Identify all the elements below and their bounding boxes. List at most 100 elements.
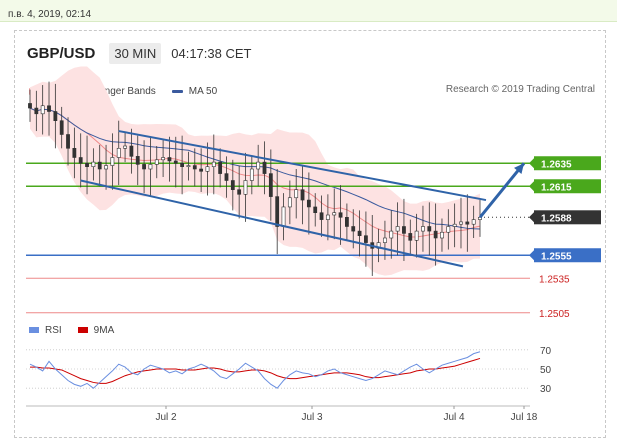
rsi-ma-line bbox=[30, 357, 481, 384]
resistance-level-tag[interactable] bbox=[534, 156, 601, 171]
candle-body bbox=[313, 206, 318, 213]
candle-body bbox=[154, 159, 159, 165]
candle-body bbox=[325, 214, 330, 220]
candle-body bbox=[294, 189, 299, 199]
candle-body bbox=[116, 148, 121, 158]
candle-body bbox=[459, 221, 463, 225]
candle-body bbox=[275, 196, 280, 227]
candle-body bbox=[389, 230, 394, 239]
candle-body bbox=[161, 157, 165, 161]
candle-body bbox=[306, 199, 311, 208]
candle-body bbox=[427, 226, 432, 232]
candle-body bbox=[218, 161, 223, 174]
rsi-legend: RSI 9MA bbox=[29, 323, 130, 337]
candle-body bbox=[408, 233, 413, 241]
x-axis-label: Jul 4 bbox=[443, 412, 465, 423]
candle-body bbox=[28, 103, 32, 109]
candle-body bbox=[262, 161, 267, 174]
resistance-level-label: 1.2635 bbox=[541, 159, 572, 170]
support-level-label: 1.2555 bbox=[541, 251, 572, 262]
candle-body bbox=[91, 161, 96, 168]
candle-body bbox=[332, 212, 337, 216]
candle-body bbox=[78, 157, 83, 164]
candle-body bbox=[224, 173, 229, 181]
instrument-title: GBP/USD bbox=[27, 44, 96, 62]
candle-body bbox=[281, 206, 286, 227]
forecast-arrow-shaft bbox=[478, 162, 526, 219]
target-level-label: 1.2535 bbox=[539, 274, 570, 285]
ma50-swatch bbox=[171, 89, 183, 93]
candle-body bbox=[167, 157, 172, 162]
candle-body bbox=[110, 157, 115, 166]
top-date-bar: п.в. 4, 2019, 02:14 bbox=[0, 0, 617, 22]
target-level-label: 1.2505 bbox=[539, 309, 570, 320]
rsi-level-label: 50 bbox=[540, 365, 552, 376]
candle-body bbox=[357, 230, 362, 237]
candle-body bbox=[351, 226, 356, 232]
candle-body bbox=[338, 212, 343, 218]
candle-body bbox=[256, 161, 261, 170]
candle-body bbox=[268, 173, 273, 197]
resistance-tag-pointer bbox=[529, 181, 534, 192]
candle-body bbox=[173, 160, 178, 164]
candle-body bbox=[237, 189, 242, 195]
candle-body bbox=[383, 237, 387, 243]
candle-body bbox=[142, 164, 146, 170]
candle-body bbox=[395, 226, 400, 232]
lower-channel-line bbox=[80, 179, 464, 268]
candle-body bbox=[249, 168, 254, 181]
candle-body bbox=[59, 120, 64, 135]
rsi-level-label: 70 bbox=[540, 346, 552, 357]
candle-body bbox=[345, 217, 349, 227]
x-axis-label: Jul 3 bbox=[301, 412, 323, 423]
pivot-level-label: 1.2588 bbox=[541, 213, 572, 224]
top-date-text: п.в. 4, 2019, 02:14 bbox=[8, 9, 92, 20]
candle-body bbox=[186, 165, 191, 168]
ma20-line bbox=[29, 107, 481, 238]
rsi-level-label: 30 bbox=[540, 384, 552, 395]
resistance-tag-pointer bbox=[529, 158, 534, 169]
candle-body bbox=[452, 223, 457, 227]
candle-body bbox=[199, 168, 204, 172]
chart-time: 04:17:38 CET bbox=[171, 45, 252, 61]
pivot-level-tag[interactable] bbox=[534, 210, 601, 225]
candle-body bbox=[440, 231, 444, 239]
rsi-line bbox=[29, 351, 481, 389]
copyright-text: Research © 2019 Trading Central bbox=[445, 84, 595, 95]
rsi-swatch bbox=[29, 327, 39, 333]
candle-body bbox=[53, 111, 58, 121]
candle-body bbox=[72, 148, 77, 158]
candle-body bbox=[66, 134, 70, 149]
candle-body bbox=[180, 162, 185, 167]
support-tag-pointer bbox=[529, 250, 534, 261]
x-axis-label: Jul 2 bbox=[155, 412, 177, 423]
candle-body bbox=[135, 156, 140, 165]
chart-header: GBP/USD 30 MIN 04:17:38 CET bbox=[27, 41, 251, 65]
candle-body bbox=[433, 230, 438, 239]
candle-body bbox=[85, 162, 89, 167]
candle-body bbox=[129, 145, 134, 157]
candle-body bbox=[471, 219, 476, 225]
resistance-level-tag[interactable] bbox=[534, 179, 601, 194]
candle-body bbox=[300, 189, 305, 201]
candle-body bbox=[40, 105, 45, 115]
candle-body bbox=[287, 197, 292, 208]
candle-body bbox=[97, 161, 102, 170]
candle-body bbox=[192, 165, 197, 170]
rsi-label: RSI bbox=[45, 324, 62, 336]
candle-body bbox=[148, 164, 153, 170]
candle-body bbox=[414, 230, 419, 241]
rsi-ma-swatch bbox=[77, 327, 88, 333]
timeframe-badge[interactable]: 30 MIN bbox=[109, 42, 162, 64]
ma50-label: MA 50 bbox=[188, 85, 218, 97]
rsi-ma-label: 9MA bbox=[93, 324, 115, 336]
support-level-tag[interactable] bbox=[534, 248, 601, 263]
candle-body bbox=[364, 235, 368, 243]
candle-body bbox=[230, 180, 235, 190]
candle-body bbox=[465, 221, 470, 225]
candle-body bbox=[123, 145, 127, 149]
candle-body bbox=[243, 180, 248, 195]
candle-body bbox=[319, 212, 324, 220]
forecast-arrow-head bbox=[514, 163, 524, 174]
